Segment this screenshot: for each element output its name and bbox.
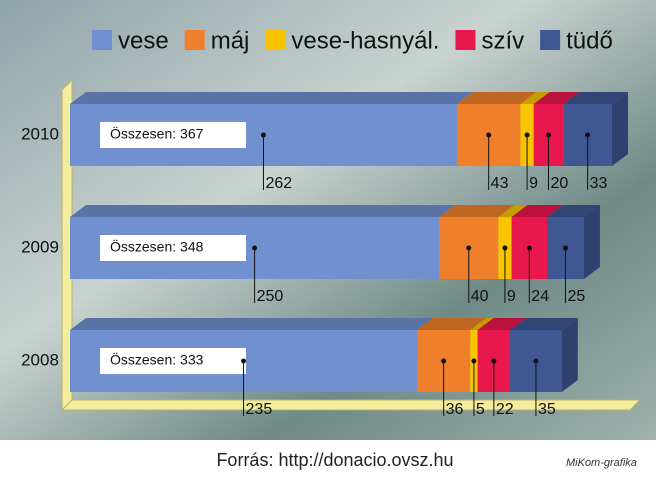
legend-label: vese-hasnyál. xyxy=(291,27,439,54)
credit: MiKom-grafika xyxy=(566,457,637,469)
value-label: 235 xyxy=(246,401,273,418)
value-label: 5 xyxy=(476,401,485,418)
legend-label: szív xyxy=(481,27,524,54)
value-label: 262 xyxy=(265,175,292,192)
value-label: 40 xyxy=(471,288,489,305)
total-label: Összesen: 367 xyxy=(110,125,204,142)
value-label: 36 xyxy=(446,401,464,418)
bar-top xyxy=(70,318,433,330)
legend-label: tüdő xyxy=(566,27,613,54)
page: Forrás: http://donacio.ovsz.hu MiKom-gra… xyxy=(0,0,656,477)
value-label: 9 xyxy=(529,175,538,192)
category-label: 2009 xyxy=(21,237,59,256)
value-label: 33 xyxy=(590,175,608,192)
legend-swatch xyxy=(455,30,475,50)
bar-side xyxy=(612,92,628,166)
value-label: 22 xyxy=(496,401,514,418)
legend-swatch xyxy=(185,30,205,50)
value-label: 20 xyxy=(550,175,568,192)
bar-side xyxy=(584,205,600,279)
category-label: 2010 xyxy=(21,124,59,143)
value-label: 43 xyxy=(491,175,509,192)
bar-top xyxy=(70,92,473,104)
legend-swatch xyxy=(265,30,285,50)
value-label: 9 xyxy=(507,288,516,305)
chart: Forrás: http://donacio.ovsz.hu MiKom-gra… xyxy=(0,0,656,477)
value-label: 24 xyxy=(531,288,549,305)
total-label: Összesen: 348 xyxy=(110,238,204,255)
bar-side xyxy=(562,318,578,392)
value-label: 250 xyxy=(257,288,284,305)
category-label: 2008 xyxy=(21,350,59,369)
legend-swatch xyxy=(540,30,560,50)
legend-label: vese xyxy=(118,27,169,54)
total-label: Összesen: 333 xyxy=(110,351,204,368)
legend-swatch xyxy=(92,30,112,50)
source: Forrás: http://donacio.ovsz.hu xyxy=(216,450,453,470)
value-label: 25 xyxy=(567,288,585,305)
value-label: 35 xyxy=(538,401,556,418)
bar-top xyxy=(70,205,455,217)
legend-label: máj xyxy=(211,27,250,54)
